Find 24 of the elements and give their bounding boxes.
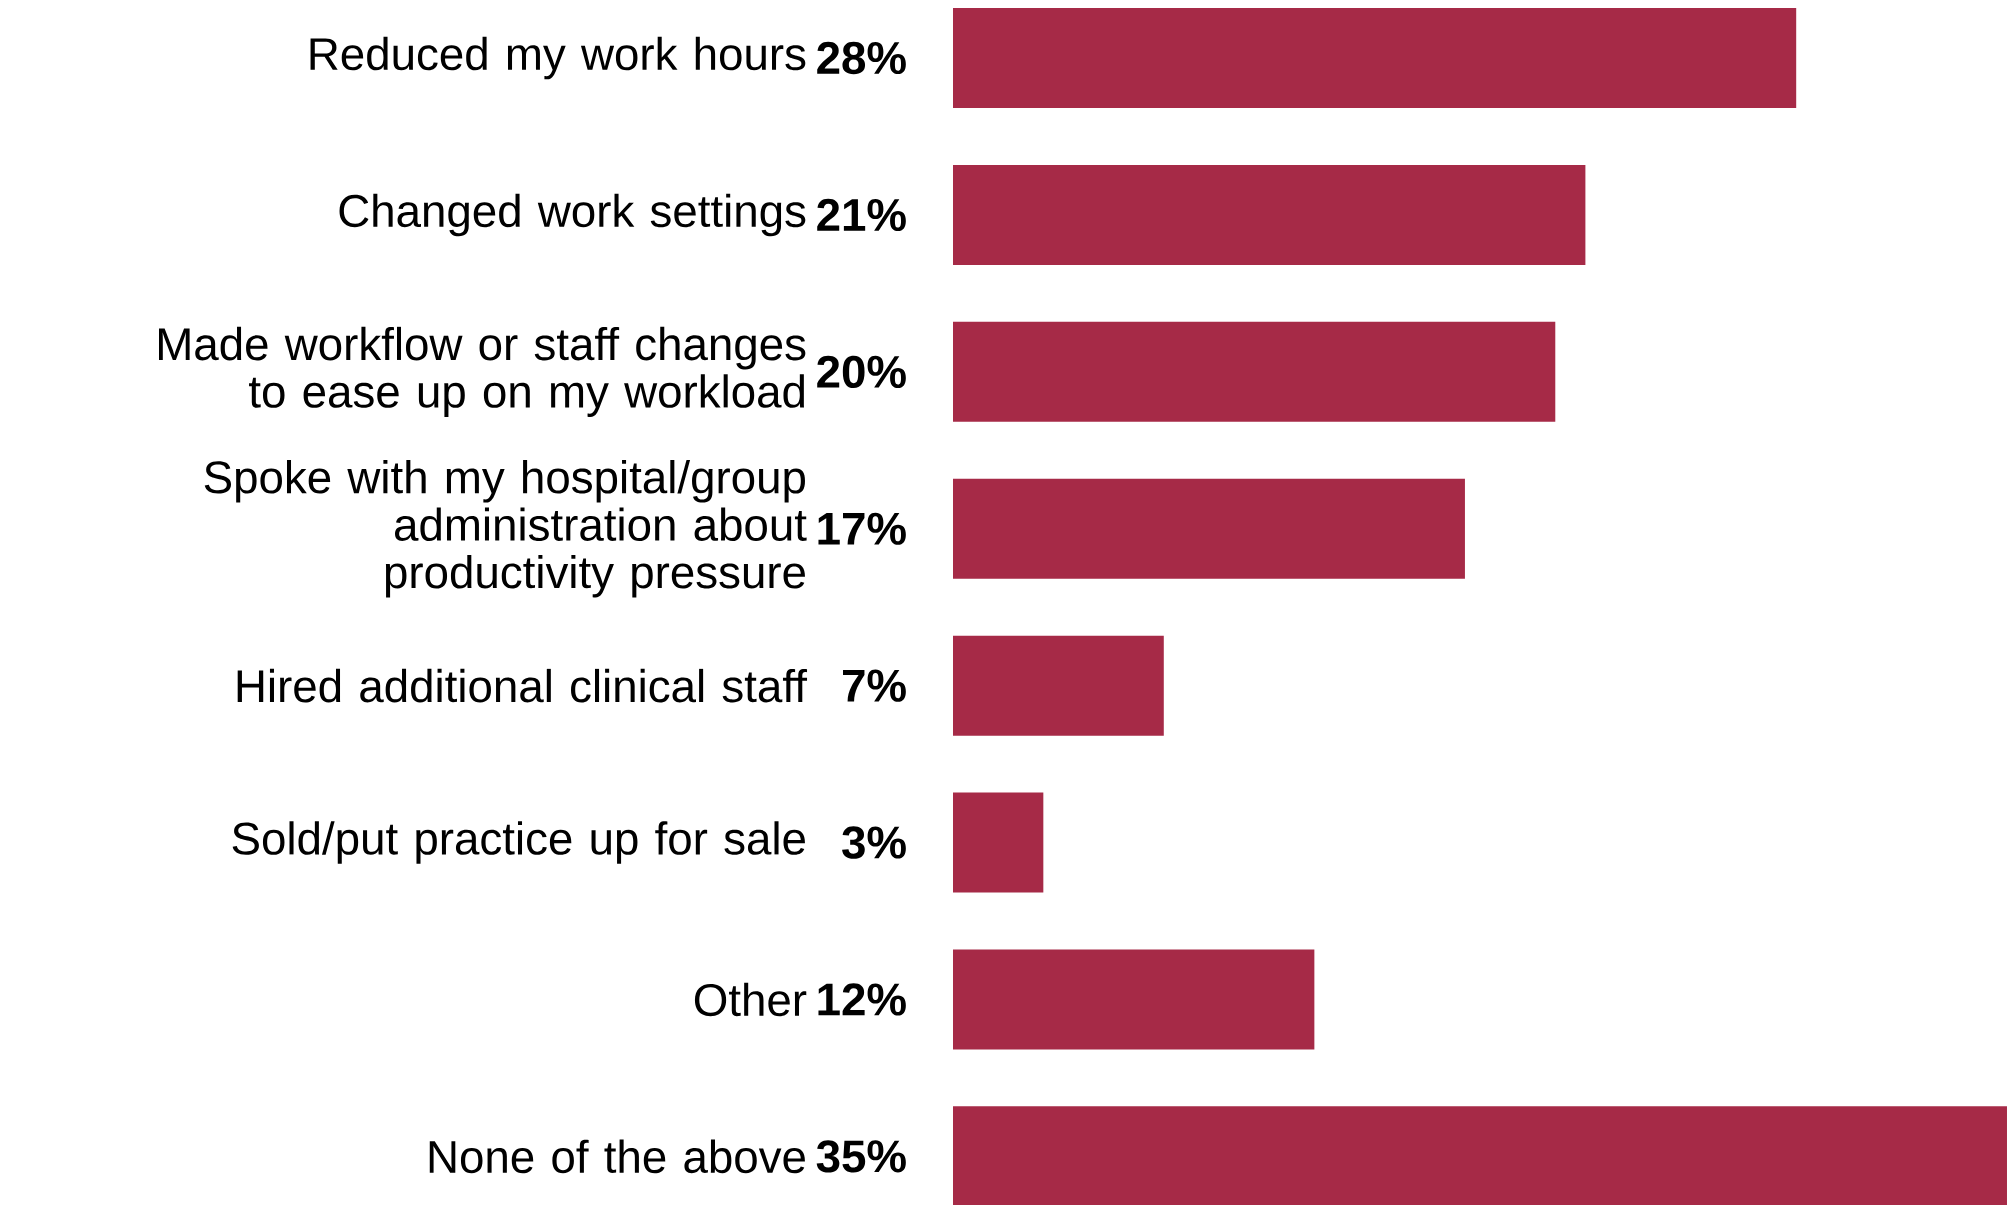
y-tick-label: Hired additional clinical staff (237, 668, 808, 703)
data-label: 20% (817, 355, 906, 389)
bar (952, 792, 1044, 893)
y-tick-label: Changed work settings (339, 193, 806, 237)
bar (952, 321, 1556, 422)
bar (952, 635, 1164, 736)
bar (952, 949, 1315, 1050)
y-tick-label: Spoke with my hospital/group administration about productivity pressure (204, 460, 807, 598)
bar (952, 164, 1586, 265)
y-tick-label: Reduced my work hours (310, 36, 806, 80)
data-label: 21% (817, 198, 906, 232)
y-tick-label: Made workflow or staff changes to ease up on my workload (159, 326, 806, 417)
data-label: 35% (816, 1140, 906, 1173)
data-label: 7% (843, 669, 906, 702)
y-tick-label: Sold/put practice up for sale (232, 821, 805, 864)
bar (952, 1106, 2007, 1205)
y-tick-label: None of the above (429, 1139, 805, 1174)
data-label: 12% (818, 983, 906, 1016)
bar (952, 478, 1465, 579)
y-tick-label: Other (694, 982, 807, 1017)
data-label: 17% (818, 512, 906, 545)
bar (952, 8, 1797, 109)
data-label: 3% (842, 826, 906, 859)
data-label: 28% (817, 41, 906, 75)
